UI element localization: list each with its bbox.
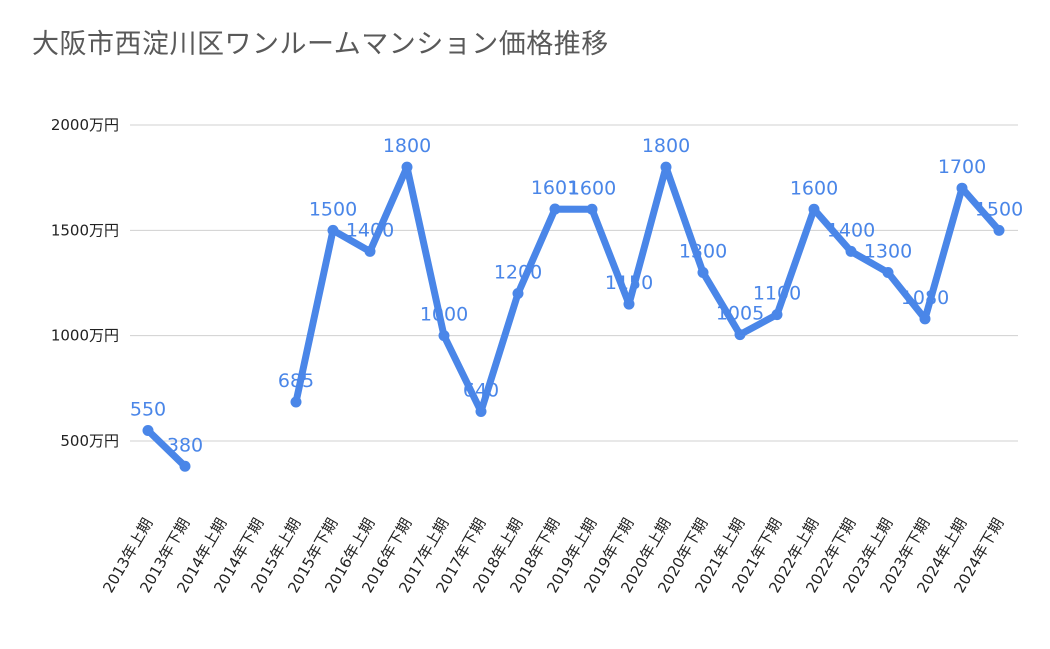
data-point [290, 396, 302, 408]
data-label: 1800 [642, 135, 690, 157]
data-points [142, 161, 1005, 472]
data-label: 1080 [901, 287, 949, 309]
data-label: 1300 [864, 240, 912, 262]
data-point [623, 298, 635, 310]
data-point [142, 424, 154, 436]
data-label: 550 [130, 398, 166, 420]
data-point [512, 288, 524, 300]
data-point [475, 406, 487, 418]
data-point [364, 245, 376, 257]
chart-title: 大阪市西淀川区ワンルームマンション価格推移 [32, 29, 609, 60]
data-label: 1400 [346, 219, 394, 241]
data-point [549, 203, 561, 215]
data-point [697, 266, 709, 278]
data-point [845, 245, 857, 257]
data-point [993, 224, 1005, 236]
data-label: 1800 [383, 135, 431, 157]
data-point [771, 309, 783, 321]
x-axis-ticks: 2013年上期2013年下期2014年上期2014年下期2015年上期2015年… [99, 515, 1007, 596]
y-tick-label: 500万円 [60, 432, 119, 450]
data-label: 1700 [938, 156, 986, 178]
data-labels: 5503806851500140018001000640120016011600… [130, 135, 1023, 456]
data-label: 685 [278, 370, 314, 392]
data-label: 1200 [494, 262, 542, 284]
series-line [144, 163, 1003, 470]
data-label: 1100 [753, 283, 801, 305]
data-point [660, 161, 672, 173]
grid-lines [130, 124, 1018, 442]
data-label: 640 [463, 380, 499, 402]
data-point [401, 161, 413, 173]
data-point [919, 313, 931, 325]
data-label: 1500 [975, 198, 1023, 220]
data-point [882, 266, 894, 278]
data-label: 1600 [790, 177, 838, 199]
data-point [179, 460, 191, 472]
data-point [808, 203, 820, 215]
data-point [438, 330, 450, 342]
series-line-path [144, 163, 1003, 470]
data-label: 1005 [716, 303, 764, 325]
data-point [734, 329, 746, 341]
data-label: 1150 [605, 272, 653, 294]
data-label: 1300 [679, 240, 727, 262]
data-label: 1600 [568, 177, 616, 199]
data-point [586, 203, 598, 215]
data-label: 380 [167, 434, 203, 456]
data-point [956, 182, 968, 194]
y-tick-label: 1500万円 [51, 221, 119, 239]
y-tick-label: 2000万円 [51, 116, 119, 134]
y-tick-label: 1000万円 [51, 327, 119, 345]
data-label: 1500 [309, 198, 357, 220]
data-label: 1601 [531, 177, 579, 199]
y-axis-ticks: 500万円 1000万円 1500万円 2000万円 [51, 116, 119, 450]
data-label: 1400 [827, 219, 875, 241]
data-label: 1000 [420, 304, 468, 326]
data-point [327, 224, 339, 236]
